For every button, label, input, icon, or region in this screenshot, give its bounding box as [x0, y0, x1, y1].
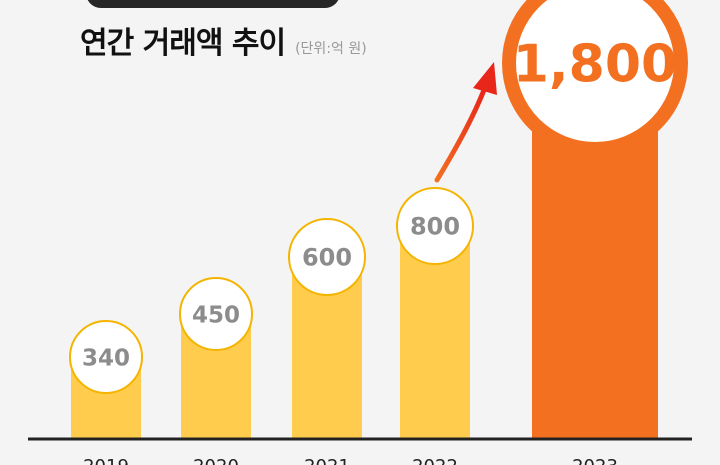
- value-label-2022: 800: [410, 213, 460, 241]
- bar-2022: [400, 237, 470, 438]
- unit-label: (단위:억 원): [295, 41, 367, 57]
- x-tick-label-2019: 2019: [83, 456, 129, 465]
- value-badge-2020: [179, 277, 253, 351]
- trend-arrow: [434, 87, 487, 183]
- value-label-2021: 600: [302, 244, 352, 272]
- x-tick-label-2023: 2023: [572, 456, 618, 465]
- x-tick-label-2022: 2022: [412, 456, 458, 465]
- x-tick-label-2021: 2021: [304, 456, 350, 465]
- bar-2023: [532, 130, 658, 438]
- chart-title: 연간 거래액 추이: [80, 26, 286, 61]
- header-decoration-pill: [86, 0, 340, 8]
- value-badge-2019: [69, 320, 143, 394]
- value-label-2019: 340: [82, 345, 130, 371]
- value-label-2023: 1,800: [513, 35, 677, 95]
- chart-header: 연간 거래액 추이 (단위:억 원): [80, 18, 367, 62]
- value-badge-2022: [396, 187, 474, 265]
- value-badge-2021: [288, 218, 366, 296]
- value-badge-2023: [502, 0, 688, 156]
- trend-arrowhead: [473, 62, 497, 95]
- x-tick-label-2020: 2020: [193, 456, 239, 465]
- value-label-2020: 450: [192, 302, 240, 328]
